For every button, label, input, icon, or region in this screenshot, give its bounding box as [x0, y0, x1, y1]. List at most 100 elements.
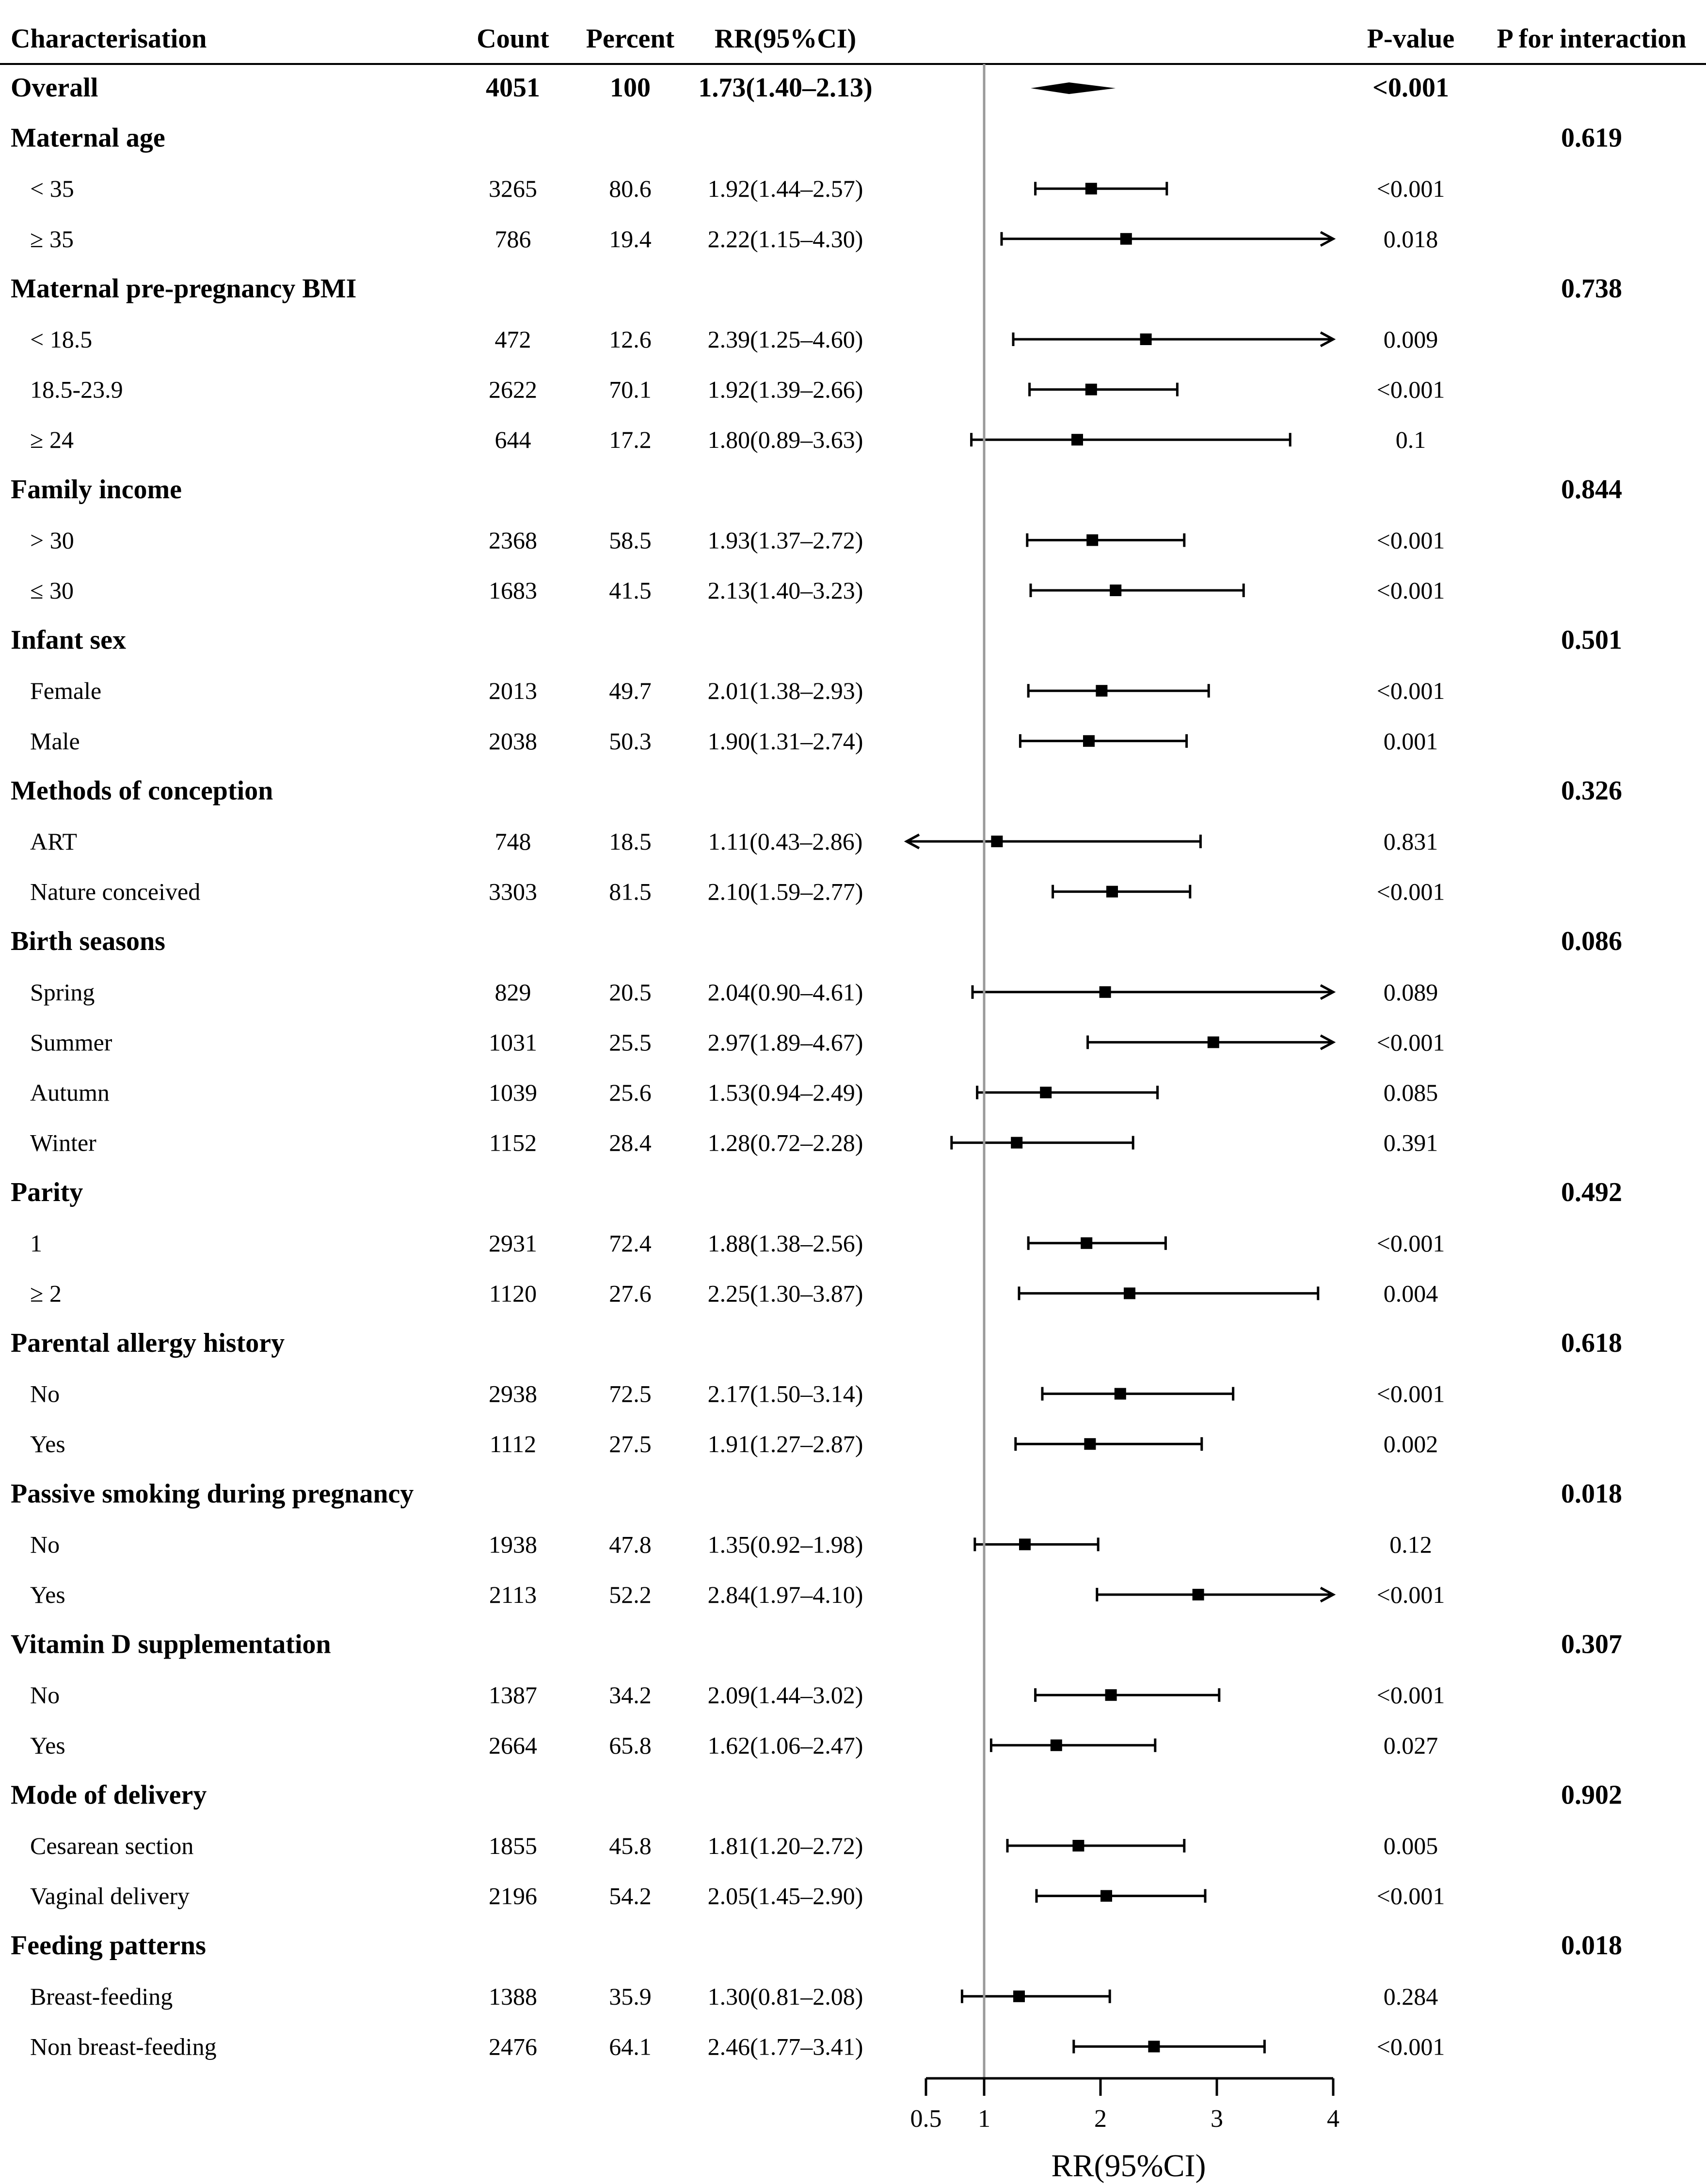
plot-area — [904, 64, 1336, 2078]
rr-ci-value: 2.04(0.90–4.61) — [708, 979, 863, 1006]
p-value: 0.391 — [1384, 1129, 1438, 1156]
subgroup-label: ≤ 30 — [30, 577, 74, 604]
percent-value: 41.5 — [609, 577, 652, 604]
ci-arrow-right — [1320, 331, 1336, 348]
point-estimate — [1192, 1589, 1204, 1600]
subgroup-label: ≥ 35 — [30, 225, 74, 253]
percent-value: 64.1 — [609, 2033, 652, 2060]
row-9-30: > 30 2368 58.5 1.93(1.37–2.72) <0.001 — [30, 526, 1445, 554]
row-22-parity: Parity 0.492 — [11, 1177, 1622, 1207]
subgroup-label: Non breast-feeding — [30, 2033, 217, 2060]
group-label: Methods of conception — [11, 775, 273, 806]
header-pvalue: P-value — [1367, 24, 1454, 54]
count-value: 2013 — [489, 677, 537, 704]
point-estimate — [1081, 1237, 1093, 1249]
p-interaction-value: 0.018 — [1561, 1931, 1622, 1961]
rr-ci-value: 1.73(1.40–2.13) — [698, 73, 872, 103]
p-value: <0.001 — [1377, 1581, 1445, 1608]
subgroup-label: > 30 — [30, 526, 74, 554]
row-33-yes: Yes 2664 65.8 1.62(1.06–2.47) 0.027 — [30, 1732, 1438, 1759]
percent-value: 19.4 — [609, 225, 652, 253]
p-interaction-value: 0.018 — [1561, 1479, 1622, 1509]
forest-mark-35 — [1006, 1839, 1186, 1852]
percent-value: 34.2 — [609, 1681, 652, 1709]
forest-mark-0 — [1031, 82, 1116, 94]
rr-ci-value: 2.97(1.89–4.67) — [708, 1029, 863, 1056]
p-value: 0.027 — [1384, 1732, 1438, 1759]
count-value: 1387 — [489, 1681, 537, 1709]
percent-value: 100 — [610, 73, 651, 103]
p-value: 0.085 — [1384, 1079, 1438, 1106]
subgroup-label: Male — [30, 728, 80, 755]
p-interaction-value: 0.501 — [1561, 625, 1622, 655]
row-11-infant-sex: Infant sex 0.501 — [11, 625, 1622, 655]
p-interaction-value: 0.902 — [1561, 1780, 1622, 1810]
point-estimate — [1099, 986, 1111, 998]
p-interaction-value: 0.492 — [1561, 1177, 1622, 1207]
count-value: 748 — [495, 828, 531, 855]
row-21-winter: Winter 1152 28.4 1.28(0.72–2.28) 0.391 — [30, 1129, 1438, 1156]
forest-mark-10 — [1029, 584, 1245, 597]
ci-arrow-left — [904, 833, 920, 850]
row-3-35: ≥ 35 786 19.4 2.22(1.15–4.30) 0.018 — [30, 225, 1438, 253]
percent-value: 58.5 — [609, 526, 652, 554]
count-value: 2664 — [489, 1732, 537, 1759]
row-10-30: ≤ 30 1683 41.5 2.13(1.40–3.23) <0.001 — [30, 577, 1445, 604]
forest-mark-32 — [1034, 1688, 1221, 1702]
p-value: <0.001 — [1377, 878, 1445, 905]
percent-value: 18.5 — [609, 828, 652, 855]
count-value: 3265 — [489, 175, 537, 202]
header-percent: Percent — [586, 24, 675, 54]
p-value: 0.005 — [1384, 1832, 1438, 1859]
count-value: 2196 — [489, 1883, 537, 1910]
row-26-no: No 2938 72.5 2.17(1.50–3.14) <0.001 — [30, 1380, 1445, 1408]
forest-mark-9 — [1026, 533, 1186, 547]
p-value: <0.001 — [1377, 376, 1445, 403]
group-label: Mode of delivery — [11, 1780, 207, 1810]
row-34-mode-of-delivery: Mode of delivery 0.902 — [11, 1780, 1622, 1810]
p-value: <0.001 — [1377, 2033, 1445, 2060]
row-1-maternal-age: Maternal age 0.619 — [11, 123, 1622, 153]
p-value: 0.12 — [1389, 1531, 1432, 1558]
count-value: 2038 — [489, 728, 537, 755]
point-estimate — [1096, 685, 1108, 697]
forest-mark-6 — [1028, 382, 1179, 396]
rr-ci-value: 1.62(1.06–2.47) — [708, 1732, 863, 1759]
count-value: 1683 — [489, 577, 537, 604]
row-4-maternal-pre-pregnancy-bmi: Maternal pre-pregnancy BMI 0.738 — [11, 273, 1622, 303]
rr-ci-value: 2.09(1.44–3.02) — [708, 1681, 863, 1709]
percent-value: 45.8 — [609, 1832, 652, 1859]
point-estimate — [1040, 1087, 1052, 1098]
subgroup-label: Nature conceived — [30, 878, 200, 905]
row-39-non-breast-feeding: Non breast-feeding 2476 64.1 2.46(1.77–3.41… — [30, 2033, 1445, 2060]
point-estimate — [1019, 1538, 1031, 1551]
point-estimate — [1124, 1287, 1135, 1299]
p-value: <0.001 — [1377, 1883, 1445, 1910]
forest-mark-39 — [1072, 2040, 1266, 2054]
count-value: 2113 — [489, 1581, 537, 1608]
forest-mark-23 — [1027, 1236, 1167, 1250]
point-estimate — [1084, 1438, 1096, 1450]
count-value: 1855 — [489, 1832, 537, 1859]
count-value: 786 — [495, 225, 531, 253]
subgroup-label: 18.5-23.9 — [30, 376, 123, 403]
header-count: Count — [477, 24, 549, 54]
subgroup-label: ≥ 2 — [30, 1280, 62, 1307]
forest-mark-13 — [1019, 734, 1188, 748]
count-value: 3303 — [489, 878, 537, 905]
forest-mark-3 — [1000, 231, 1336, 247]
rr-ci-value: 1.88(1.38–2.56) — [708, 1230, 863, 1257]
header-p-interaction: P for interaction — [1497, 24, 1687, 54]
count-value: 1120 — [489, 1280, 537, 1307]
count-value: 1112 — [490, 1430, 536, 1457]
percent-value: 28.4 — [609, 1129, 652, 1156]
row-17-birth-seasons: Birth seasons 0.086 — [11, 926, 1622, 956]
x-tick-label: 3 — [1211, 2105, 1223, 2133]
row-7-24: ≥ 24 644 17.2 1.80(0.89–3.63) 0.1 — [30, 426, 1426, 453]
p-value: 0.089 — [1384, 979, 1438, 1006]
count-value: 644 — [495, 426, 531, 453]
row-35-cesarean-section: Cesarean section 1855 45.8 1.81(1.20–2.72) 0… — [30, 1832, 1438, 1859]
forest-mark-33 — [989, 1738, 1157, 1752]
row-20-autumn: Autumn 1039 25.6 1.53(0.94–2.49) 0.085 — [30, 1079, 1438, 1106]
rr-ci-value: 2.84(1.97–4.10) — [708, 1581, 863, 1608]
